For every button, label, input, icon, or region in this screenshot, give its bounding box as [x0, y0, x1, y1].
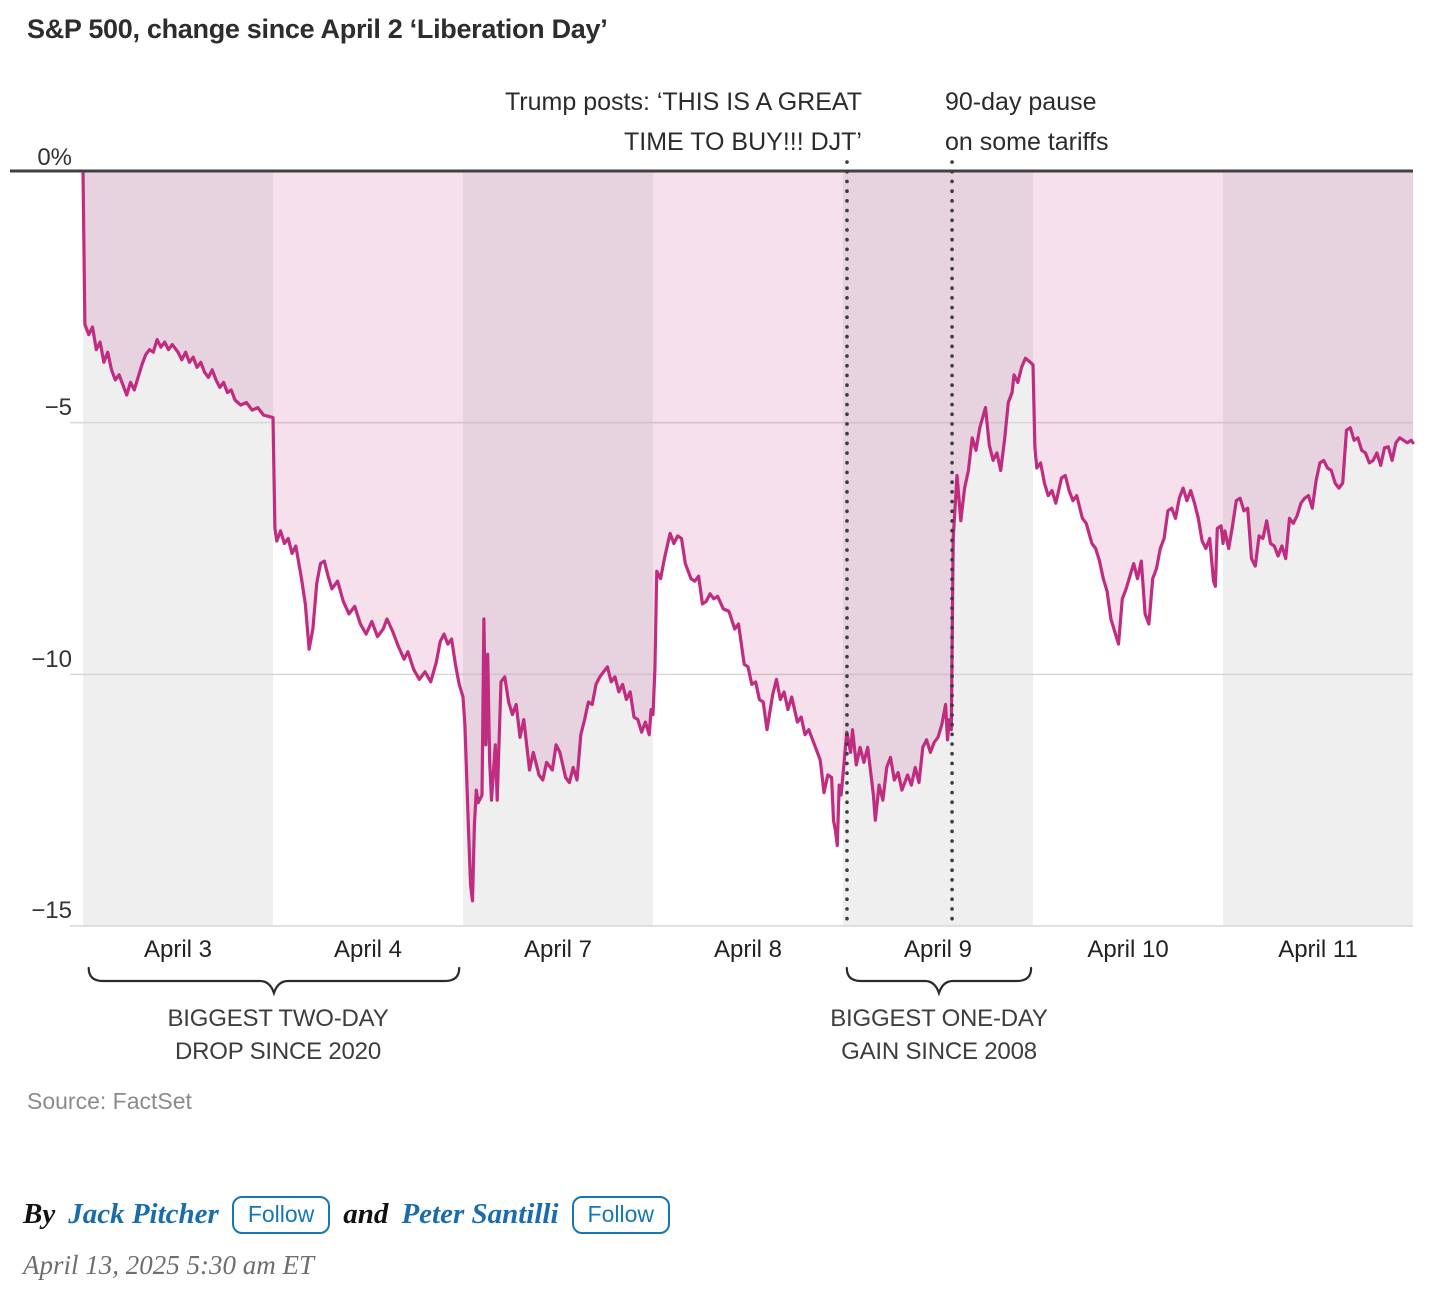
brace-2 — [845, 966, 1033, 997]
annotation-trump-post-line2: TIME TO BUY!!! DJT’ — [624, 128, 862, 156]
day-band-7 — [1223, 171, 1413, 926]
x-label-april-4: April 4 — [333, 936, 403, 963]
day-band-3 — [463, 171, 653, 926]
day-band-6 — [1033, 171, 1223, 926]
y-tick-neg10: −10 — [31, 646, 72, 673]
byline-by-word: By — [23, 1198, 56, 1231]
x-label-april-8: April 8 — [713, 936, 783, 963]
x-label-april-9: April 9 — [903, 936, 973, 963]
day-band-1 — [83, 171, 273, 926]
y-tick-neg15: −15 — [31, 897, 72, 924]
annotation-trump-post-line1: Trump posts: ‘THIS IS A GREAT — [504, 88, 862, 116]
annotation-tariff-pause-line2: on some tariffs — [945, 128, 1109, 156]
area-fill — [83, 171, 1413, 901]
follow-button-peter-santilli[interactable]: Follow — [571, 1196, 670, 1234]
author-link-jack-pitcher[interactable]: Jack Pitcher — [68, 1198, 219, 1231]
y-tick-0: 0% — [37, 144, 72, 171]
x-label-april-3: April 3 — [143, 936, 213, 963]
brace-label-one-day-gain-line2: GAIN SINCE 2008 — [841, 1038, 1037, 1065]
chart-title: S&P 500, change since April 2 ‘Liberatio… — [27, 14, 608, 44]
brace-label-two-day-drop-line2: DROP SINCE 2020 — [175, 1038, 381, 1065]
byline-and-word: and — [343, 1198, 389, 1231]
annotation-trump-post: Trump posts: ‘THIS IS A GREAT TIME TO BU… — [400, 82, 862, 162]
byline: By Jack Pitcher Follow and Peter Santill… — [23, 1196, 670, 1234]
annotation-tariff-pause: 90-day pause on some tariffs — [945, 82, 1265, 162]
brace-label-two-day-drop: BIGGEST TWO-DAY DROP SINCE 2020 — [78, 1002, 478, 1068]
source-credit: Source: FactSet — [27, 1088, 192, 1114]
brace-label-two-day-drop-line1: BIGGEST TWO-DAY — [167, 1005, 389, 1032]
x-label-april-11: April 11 — [1278, 936, 1358, 963]
brace-label-one-day-gain: BIGGEST ONE-DAY GAIN SINCE 2008 — [739, 1002, 1139, 1068]
day-band-2 — [273, 171, 463, 926]
annotation-tariff-pause-line1: 90-day pause — [945, 88, 1097, 116]
y-tick-neg5: −5 — [44, 394, 72, 421]
price-line — [81, 169, 1415, 903]
brace-1 — [87, 966, 461, 997]
x-label-april-7: April 7 — [523, 936, 593, 963]
sp500-area-chart — [10, 160, 1415, 997]
x-label-april-10: April 10 — [1087, 936, 1169, 963]
article-timestamp: April 13, 2025 5:30 am ET — [23, 1250, 315, 1280]
day-band-4 — [653, 171, 843, 926]
author-link-peter-santilli[interactable]: Peter Santilli — [401, 1198, 559, 1231]
brace-label-one-day-gain-line1: BIGGEST ONE-DAY — [830, 1005, 1048, 1032]
follow-button-jack-pitcher[interactable]: Follow — [231, 1196, 331, 1234]
